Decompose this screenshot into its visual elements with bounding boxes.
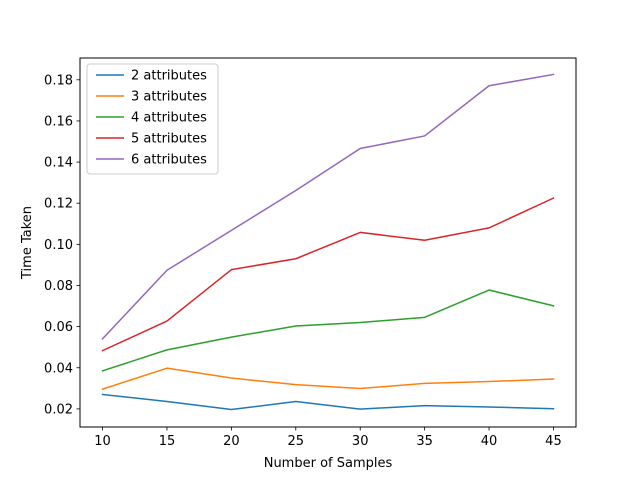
y-axis: 0.02 0.04 0.06 0.08 0.10 0.12 0.14 0.16 0.18 (44, 73, 80, 417)
legend-label: 6 attributes (131, 153, 207, 168)
y-tick-label: 0.08 (44, 279, 73, 294)
legend-label: 4 attributes (131, 111, 207, 126)
y-tick-label: 0.06 (44, 320, 73, 335)
legend-box (86, 63, 219, 175)
x-tick-label: 35 (416, 434, 433, 449)
legend: 2 attributes 3 attributes 4 attributes 5 at… (86, 63, 219, 175)
x-tick-label: 10 (94, 434, 111, 449)
y-tick-label: 0.18 (44, 73, 73, 88)
legend-label: 3 attributes (131, 90, 207, 105)
series-line-2-attributes (101, 393, 555, 411)
plot-frame (79, 57, 577, 428)
x-tick-label: 30 (352, 434, 369, 449)
y-tick-label: 0.14 (44, 156, 73, 171)
series-line-6-attributes (101, 73, 555, 340)
x-axis-label: Number of Samples (264, 456, 393, 471)
series-layer (101, 73, 555, 411)
y-tick-label: 0.02 (44, 402, 73, 417)
x-tick-label: 20 (223, 434, 240, 449)
x-tick-label: 40 (481, 434, 498, 449)
series-line-4-attributes (101, 289, 555, 372)
x-tick-label: 25 (288, 434, 305, 449)
y-tick-label: 0.16 (44, 114, 73, 129)
legend-label: 2 attributes (131, 69, 207, 84)
x-tick-label: 15 (159, 434, 176, 449)
legend-label: 5 attributes (131, 132, 207, 147)
series-line-5-attributes (101, 197, 555, 352)
x-tick-label: 45 (545, 434, 562, 449)
y-axis-label: Time Taken (20, 206, 35, 280)
y-tick-label: 0.12 (44, 197, 73, 212)
y-tick-label: 0.04 (44, 361, 73, 376)
y-tick-label: 0.10 (44, 238, 73, 253)
x-axis: 10 15 20 25 30 35 40 45 (94, 427, 562, 449)
series-line-3-attributes (101, 367, 555, 391)
